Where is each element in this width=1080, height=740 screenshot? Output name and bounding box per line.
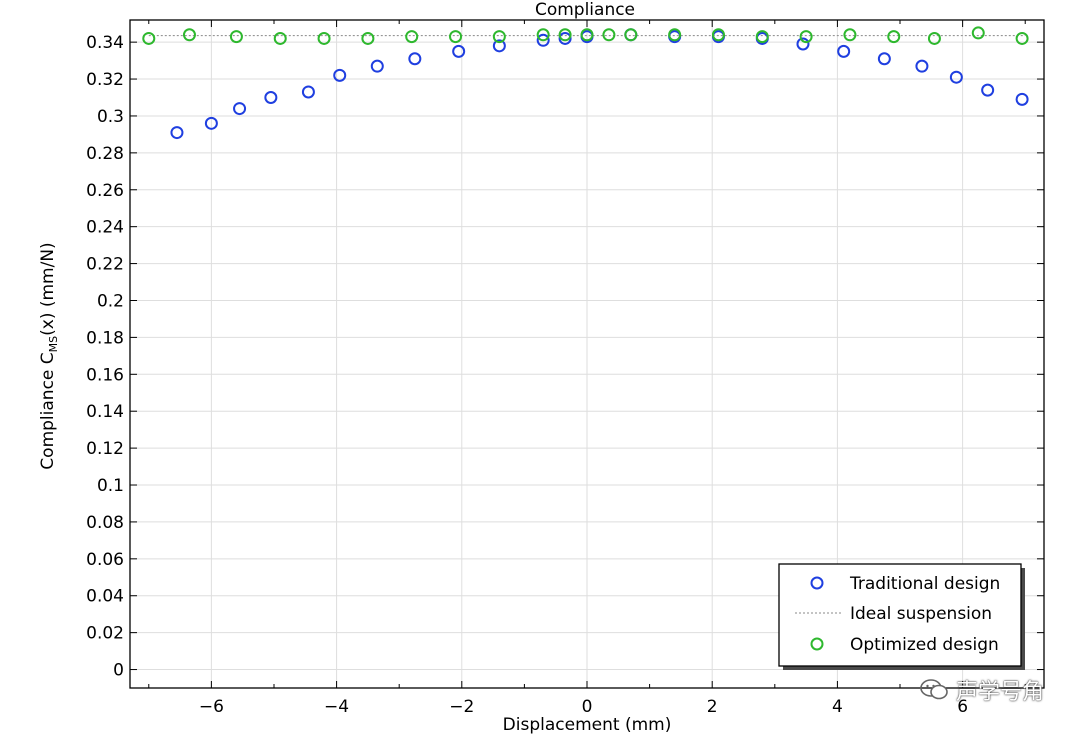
x-tick-label: 4 xyxy=(832,697,843,717)
y-tick-label: 0.02 xyxy=(86,624,124,644)
legend: Traditional design Ideal suspension Opti… xyxy=(778,563,1025,670)
y-tick-label: 0.12 xyxy=(86,439,124,459)
y-axis-ticks: 0 0.02 0.04 0.06 0.08 0.1 0.12 0.14 0.16 0.18 0.2 0… xyxy=(86,33,1044,681)
legend-label-ideal: Ideal suspension xyxy=(850,604,992,624)
traditional-point xyxy=(1015,92,1029,106)
traditional-point xyxy=(204,116,218,130)
optimized-point xyxy=(405,30,419,44)
watermark-text: 声学号角 xyxy=(955,680,1044,705)
x-axis-title: Displacement (mm) xyxy=(503,715,672,735)
optimized-point xyxy=(1015,31,1029,45)
watermark: 声学号角 xyxy=(920,674,1044,706)
y-tick-label: 0.16 xyxy=(86,365,124,385)
traditional-point xyxy=(333,68,347,82)
y-axis-title-tail: (x) (mm/N) xyxy=(38,242,58,336)
y-tick-label: 0 xyxy=(113,661,124,681)
y-tick-label: 0.18 xyxy=(86,328,124,348)
y-tick-label: 0.24 xyxy=(86,218,124,238)
legend-label-traditional: Traditional design xyxy=(849,574,1000,594)
traditional-point xyxy=(558,31,572,45)
y-tick-label: 0.34 xyxy=(86,33,124,53)
traditional-point xyxy=(408,52,422,66)
traditional-point xyxy=(264,91,278,105)
traditional-point xyxy=(837,44,851,58)
optimized-point xyxy=(843,28,857,42)
optimized-point xyxy=(317,31,331,45)
x-tick-label: 2 xyxy=(707,697,718,717)
optimized-point xyxy=(799,30,813,44)
optimized-point xyxy=(668,28,682,42)
legend-marker-traditional xyxy=(810,576,824,590)
optimized-point xyxy=(624,28,638,42)
y-tick-label: 0.28 xyxy=(86,144,124,164)
traditional-point xyxy=(796,37,810,51)
y-tick-label: 0.1 xyxy=(97,476,124,496)
legend-marker-optimized xyxy=(810,637,824,651)
y-tick-label: 0.08 xyxy=(86,513,124,533)
traditional-point xyxy=(301,85,315,99)
y-axis-title: Compliance CMS(x) (mm/N) xyxy=(38,242,60,469)
optimized-point xyxy=(755,30,769,44)
x-tick-label: 6 xyxy=(957,697,968,717)
optimized-point xyxy=(142,31,156,45)
optimized-point xyxy=(927,31,941,45)
optimized-point xyxy=(536,28,550,42)
traditional-point xyxy=(877,52,891,66)
traditional-point xyxy=(492,39,506,53)
y-tick-label: 0.32 xyxy=(86,70,124,90)
optimized-point xyxy=(182,28,196,42)
y-axis-title-subscript: MS xyxy=(47,336,60,352)
y-tick-label: 0.22 xyxy=(86,255,124,275)
optimized-point xyxy=(361,31,375,45)
x-tick-label: −2 xyxy=(449,697,474,717)
x-tick-label: 0 xyxy=(582,697,593,717)
traditional-point xyxy=(452,44,466,58)
optimized-point xyxy=(492,30,506,44)
y-axis-title-main: Compliance C xyxy=(38,352,58,469)
optimized-point xyxy=(273,31,287,45)
traditional-point xyxy=(915,59,929,73)
legend-label-optimized: Optimized design xyxy=(850,635,999,655)
traditional-point xyxy=(949,70,963,84)
y-tick-label: 0.2 xyxy=(97,291,124,311)
traditional-point xyxy=(170,126,184,140)
series-layer xyxy=(142,26,1029,140)
optimized-point xyxy=(711,28,725,42)
optimized-point xyxy=(449,30,463,44)
chart-title: Compliance xyxy=(535,0,635,20)
optimized-point xyxy=(580,28,594,42)
traditional-point xyxy=(233,102,247,116)
optimized-point xyxy=(229,30,243,44)
x-tick-label: −6 xyxy=(199,697,224,717)
optimized-point xyxy=(971,26,985,40)
y-tick-label: 0.06 xyxy=(86,550,124,570)
y-tick-label: 0.26 xyxy=(86,181,124,201)
optimized-point xyxy=(602,28,616,42)
x-tick-label: −4 xyxy=(324,697,349,717)
traditional-point xyxy=(536,33,550,47)
traditional-point xyxy=(981,83,995,97)
y-tick-label: 0.3 xyxy=(97,107,124,127)
optimized-point xyxy=(558,28,572,42)
x-axis-ticks: −6 −4 −2 0 2 4 6 xyxy=(148,20,1026,717)
y-tick-label: 0.04 xyxy=(86,587,124,607)
y-tick-label: 0.14 xyxy=(86,402,124,422)
traditional-point xyxy=(370,59,384,73)
optimized-point xyxy=(887,30,901,44)
wechat-icon xyxy=(920,679,948,700)
